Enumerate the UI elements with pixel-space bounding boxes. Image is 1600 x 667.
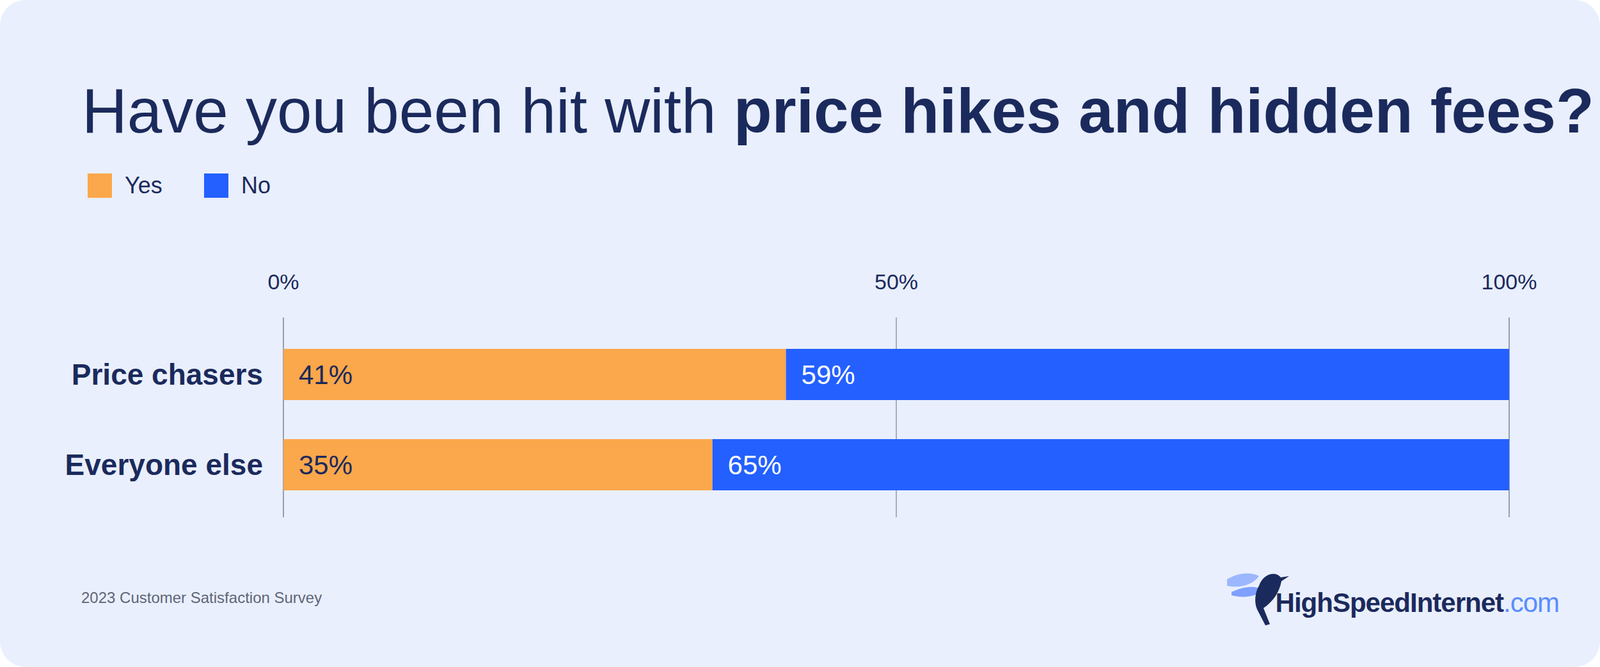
legend-entry: Yes — [87, 172, 163, 199]
background — [0, 0, 1600, 667]
logo-text-part: HighSpeedInternet — [1275, 587, 1505, 618]
legend-swatch — [87, 173, 112, 198]
logo-text: HighSpeedInternet.com — [1275, 587, 1560, 618]
tick-label: 100% — [1481, 269, 1538, 294]
category-label: Everyone else — [65, 447, 263, 482]
bar — [283, 348, 787, 400]
source-note: 2023 Customer Satisfaction Survey — [81, 588, 322, 606]
bar — [712, 438, 1510, 491]
chart: Have you been hit with price hikes and h… — [0, 0, 1600, 667]
legend-label: No — [241, 172, 271, 199]
logo-text-part: .com — [1503, 587, 1560, 618]
legend-label: Yes — [124, 172, 163, 199]
data-label: 41% — [298, 359, 353, 390]
logo: HighSpeedInternet.com — [1227, 573, 1560, 626]
logo-icon — [1227, 573, 1260, 587]
data-label: 35% — [298, 449, 353, 480]
bar — [283, 438, 713, 491]
tick-label: 50% — [874, 269, 919, 294]
title-part: price hikes and hidden fees? — [733, 75, 1595, 146]
title-part: Have you been hit with — [81, 75, 734, 146]
data-label: 65% — [728, 449, 782, 480]
bars — [283, 348, 1510, 491]
legend-entry: No — [204, 172, 271, 199]
title: Have you been hit with price hikes and h… — [81, 75, 1595, 146]
data-label: 59% — [801, 359, 856, 390]
bar — [786, 348, 1510, 400]
data-labels: 41% 59% 35% 65% — [298, 359, 856, 480]
category-label: Price chasers — [71, 357, 263, 391]
legend-swatch — [204, 173, 229, 198]
tick-label: 0% — [267, 269, 299, 294]
